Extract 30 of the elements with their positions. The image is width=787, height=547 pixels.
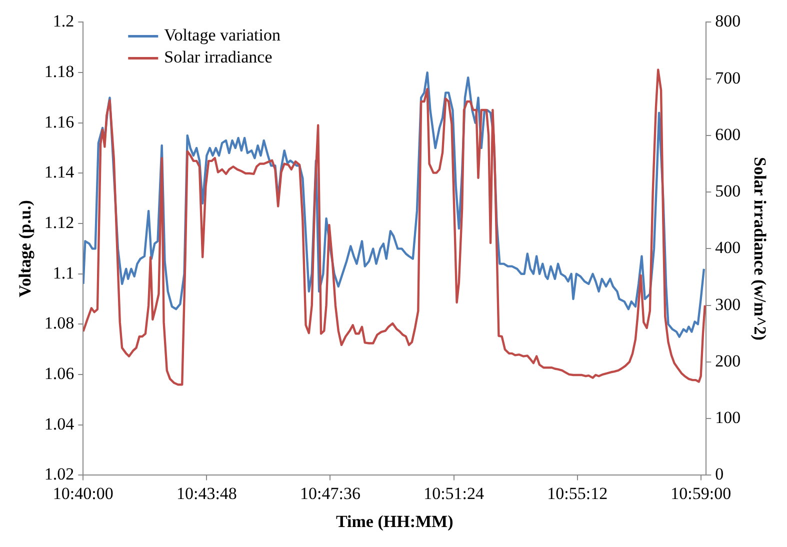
y2-tick-label: 300: [715, 294, 741, 314]
x-tick-label: 10:51:24: [424, 484, 485, 503]
y-tick-label: 1.02: [44, 464, 74, 484]
x-axis-title: Time (HH:MM): [336, 512, 454, 532]
y2-tick-label: 500: [715, 182, 741, 201]
y2-tick-label: 200: [715, 351, 741, 370]
y-tick-label: 1.1: [52, 263, 74, 282]
y2-tick-label: 400: [715, 238, 741, 258]
y-tick-label: 1.2: [52, 12, 74, 31]
y2-tick-label: 700: [715, 68, 741, 88]
y-tick-label: 1.12: [44, 213, 74, 232]
y2-tick-label: 100: [715, 408, 741, 428]
legend-label: Voltage variation: [164, 26, 281, 45]
x-tick-label: 10:59:00: [670, 484, 732, 503]
y-axis-title: Voltage (p.u.): [16, 200, 35, 298]
y-tick-label: 1.18: [44, 62, 74, 81]
y2-tick-label: 800: [715, 12, 741, 31]
x-tick-label: 10:55:12: [547, 484, 608, 503]
x-tick-label: 10:40:00: [52, 484, 114, 503]
legend-label: Solar irradiance: [164, 48, 272, 67]
y-tick-label: 1.08: [44, 314, 74, 333]
y2-tick-label: 600: [715, 124, 741, 144]
y-tick-label: 1.06: [44, 364, 74, 383]
y-tick-label: 1.16: [44, 112, 74, 132]
y2-tick-label: 0: [715, 464, 724, 484]
y2-axis-title: Solar irradiance (w/m^2): [750, 157, 770, 340]
x-tick-label: 10:47:36: [300, 484, 360, 503]
y-tick-label: 1.14: [44, 162, 75, 182]
y-tick-label: 1.04: [44, 414, 75, 434]
x-tick-label: 10:43:48: [176, 484, 237, 503]
